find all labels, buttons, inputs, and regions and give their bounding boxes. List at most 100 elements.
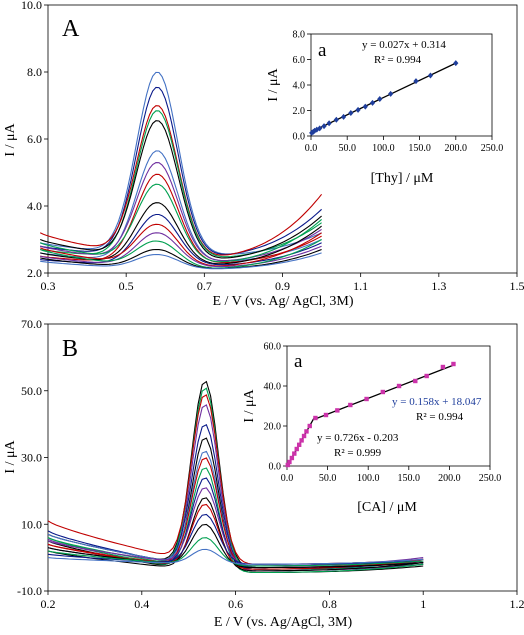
panel-a-inset-y-axis-label: I / μA xyxy=(266,68,281,102)
panel-a-x-tick-label: 1.5 xyxy=(510,279,524,293)
panel-a-y-tick-label: 10.0 xyxy=(21,0,42,12)
panel-b-inset-y-axis-label: I / μA xyxy=(242,389,257,423)
panel-b-inset-x-tick-label: 0.0 xyxy=(281,473,294,484)
panel-a-y-tick-label: 6.0 xyxy=(27,132,42,146)
panel-a-curve-8 xyxy=(40,173,322,264)
panel-b-curve-16 xyxy=(47,537,424,567)
panel-b-inset-r2-low: R² = 0.999 xyxy=(334,447,382,459)
panel-a-inset-point xyxy=(340,113,347,120)
panel-b-inset-point xyxy=(287,459,292,465)
panel-b-inset-point xyxy=(307,423,312,429)
panel-b-inset-x-tick-label: 200.0 xyxy=(438,473,461,484)
panel-a-inset-x-ticks: 0.0 50.0 100.0 150.0 200.0 250.0 xyxy=(305,136,503,154)
panel-b-inset-y-tick-label: 60.0 xyxy=(264,342,282,353)
panel-a-y-tick-label: 8.0 xyxy=(27,65,42,79)
panel-b-x-tick-label: 1.2 xyxy=(510,597,524,611)
panel-a-inset-y-tick-label: 8.0 xyxy=(293,30,306,41)
panel-b-inset-x-tick-label: 50.0 xyxy=(319,473,337,484)
panel-b-inset-y-tick-label: 0.0 xyxy=(269,462,282,473)
panel-a-x-tick-label: 0.9 xyxy=(275,279,290,293)
panel-a-inset-r2: R² = 0.994 xyxy=(374,54,422,66)
panel-b-inset: a 0.0 20.0 40.0 60.0 0.0 50.0 100.0 150.0 200.0… xyxy=(240,340,510,524)
panel-a-curve-3 xyxy=(39,105,323,256)
panel-b-y-tick-label: 50.0 xyxy=(21,384,42,398)
panel-a-inset-point xyxy=(453,60,459,67)
panel-b-inset-plot-frame xyxy=(286,345,491,467)
panel-a-curve-13 xyxy=(40,232,322,268)
panel-b-inset-point xyxy=(364,396,369,402)
panel-a-inset-point xyxy=(326,120,332,127)
panel-b-inset-point xyxy=(348,402,353,408)
panel-b: B -10.0 10.0 30.0 50.0 70.0 0.2 0.4 0.6 0.8 1 1.2… xyxy=(3,317,524,630)
panel-a-inset-y-tick-label: 4.0 xyxy=(293,81,306,92)
panel-a-inset-point xyxy=(348,110,354,117)
panel-b-inset-x-axis-label: [CA] / μM xyxy=(357,500,417,515)
panel-b-voltammograms xyxy=(47,380,424,574)
panel-b-inset-point xyxy=(424,373,429,379)
panel-b-inset-point xyxy=(335,408,340,413)
panel-b-inset-y-tick-label: 20.0 xyxy=(264,422,282,433)
panel-a-curve-15 xyxy=(40,248,322,270)
panel-b-inset-point xyxy=(301,433,307,439)
panel-a-inset-point xyxy=(321,123,327,130)
panel-a-curve-1 xyxy=(40,71,322,255)
panel-b-inset-point xyxy=(296,442,302,447)
panel-b-curve-17 xyxy=(47,548,424,565)
panel-a-inset-point xyxy=(413,78,419,85)
panel-b-inset-x-tick-label: 100.0 xyxy=(357,473,380,484)
panel-b-inset-point xyxy=(285,462,291,468)
panel-a-inset-point xyxy=(333,116,339,123)
panel-b-inset-background xyxy=(240,340,510,524)
panel-a-inset-x-tick-label: 0.0 xyxy=(305,143,318,154)
panel-a-inset-label: a xyxy=(318,40,327,61)
panel-a-inset-y-tick-label: 6.0 xyxy=(293,55,306,66)
panel-a-inset-equation: y = 0.027x + 0.314 xyxy=(362,39,446,51)
panel-b-inset-point xyxy=(413,378,418,384)
panel-a-inset-point xyxy=(427,72,434,79)
panel-b-y-tick-label: 10.0 xyxy=(21,517,42,531)
panel-a-inset-x-axis-label: [Thy] / μM xyxy=(371,171,434,186)
panel-a-voltammograms xyxy=(39,71,323,270)
panel-b-inset-point xyxy=(380,389,386,395)
panel-a-curve-5 xyxy=(40,120,322,259)
panel-a-x-tick-label: 1.1 xyxy=(353,279,368,293)
panel-a-x-axis-label: E / V (vs. Ag/ AgCl, 3M) xyxy=(212,294,353,309)
panel-b-x-tick-label: 0.8 xyxy=(322,597,337,611)
panel-a-inset-point xyxy=(317,125,323,132)
panel-b-curve-15 xyxy=(47,523,424,569)
panel-b-y-tick-label: -10.0 xyxy=(17,584,42,598)
panel-b-inset-equation-low: y = 0.726x - 0.203 xyxy=(317,432,399,444)
panel-a-inset-x-tick-label: 50.0 xyxy=(338,143,356,154)
panel-b-y-ticks: -10.0 10.0 30.0 50.0 70.0 xyxy=(17,317,48,598)
panel-a-label: A xyxy=(62,16,80,42)
panel-a-inset-x-tick-label: 150.0 xyxy=(408,143,431,154)
panel-a-inset-x-tick-label: 200.0 xyxy=(445,143,468,154)
panel-a-x-ticks: 0.3 0.5 0.7 0.9 1.1 1.3 1.5 xyxy=(41,273,524,293)
panel-b-curve-14 xyxy=(47,513,424,565)
panel-b-inset-point xyxy=(289,455,295,461)
panel-b-inset-point xyxy=(451,361,456,367)
panel-b-inset-label: a xyxy=(294,351,303,372)
panel-a-curve-9 xyxy=(40,183,322,263)
panel-b-x-tick-label: 0.4 xyxy=(134,597,149,611)
panel-b-x-axis-label: E / V (vs. Ag/AgCl, 3M) xyxy=(214,615,353,630)
panel-a-y-tick-label: 4.0 xyxy=(27,199,42,213)
panel-a-curve-7 xyxy=(40,162,322,262)
panel-a-inset-point xyxy=(388,90,394,97)
panel-b-inset-x-tick-label: 150.0 xyxy=(398,473,421,484)
panel-b-x-tick-label: 1 xyxy=(420,597,426,611)
panel-a-inset-point xyxy=(377,96,383,103)
panel-b-inset-points xyxy=(285,361,456,468)
panel-a-y-tick-label: 2.0 xyxy=(27,266,42,280)
panel-a-x-tick-label: 1.3 xyxy=(431,279,446,293)
panel-b-inset-point xyxy=(313,415,318,421)
panel-b-inset-point xyxy=(323,412,329,418)
panel-a-curve-12 xyxy=(40,223,322,267)
panel-b-inset-equation-high: y = 0.158x + 18.047 xyxy=(392,396,482,408)
panel-a-curve-11 xyxy=(40,213,322,266)
panel-b-inset-point xyxy=(396,383,402,389)
panel-b-x-ticks: 0.2 0.4 0.6 0.8 1 1.2 xyxy=(41,591,524,611)
panel-a-inset-y-ticks: 0.0 2.0 4.0 6.0 8.0 xyxy=(293,30,311,143)
panel-a-inset-points xyxy=(309,60,459,136)
